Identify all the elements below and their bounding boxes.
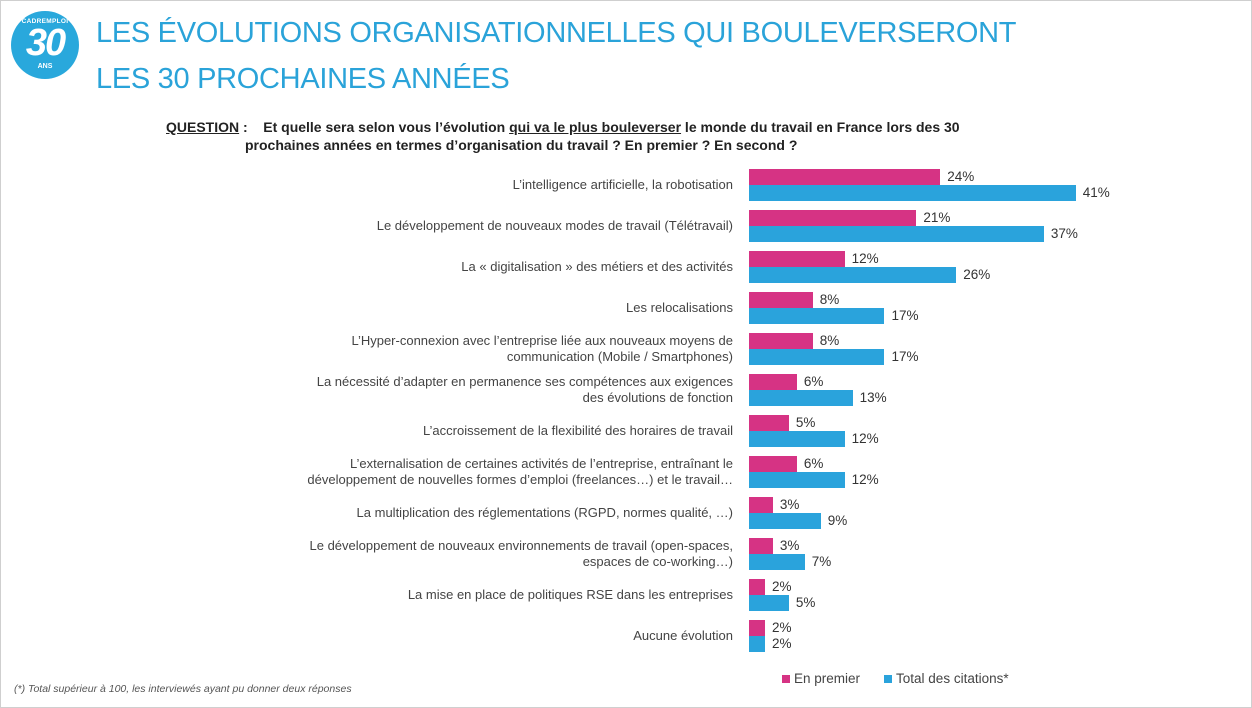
value-label-en-premier: 5% [795,415,816,430]
category-label: La « digitalisation » des métiers et des… [213,259,733,275]
category-label-line: communication (Mobile / Smartphones) [506,349,733,364]
page-title: LES ÉVOLUTIONS ORGANISATIONNELLES QUI BO… [96,10,1016,102]
legend-label-premier: En premier [794,671,861,686]
category-label-line: La « digitalisation » des métiers et des… [461,259,733,274]
category-label: Le développement de nouveaux environneme… [213,538,734,570]
category-label: La nécessité d’adapter en permanence ses… [213,374,733,406]
bar-total-citations [749,185,1076,201]
bar-en-premier [749,620,765,636]
bar-total-citations [749,349,885,365]
category-label-line: espaces de co-working…) [582,554,733,569]
value-label-en-premier: 3% [779,497,800,512]
legend-swatch-total [884,674,893,683]
footnote: (*) Total supérieur à 100, les interview… [14,683,352,695]
question-label: QUESTION [166,119,240,135]
title-line-2: LES 30 PROCHAINES ANNÉES [96,63,510,95]
question-separator: : [239,119,248,135]
title-line-1: LES ÉVOLUTIONS ORGANISATIONNELLES QUI BO… [96,17,1017,49]
value-label-total-citations: 37% [1050,226,1078,241]
value-label-total-citations: 2% [771,636,792,651]
value-label-en-premier: 2% [771,579,792,594]
value-label-total-citations: 26% [963,267,991,282]
value-label-en-premier: 6% [803,456,824,471]
value-label-total-citations: 5% [795,595,816,610]
category-label: La mise en place de politiques RSE dans … [213,587,733,603]
category-label: Le développement de nouveaux modes de tr… [213,218,733,234]
legend-swatch-premier [782,674,790,683]
logo-suffix: ANS [37,63,53,70]
category-label-line: La mise en place de politiques RSE dans … [407,587,733,602]
value-label-total-citations: 41% [1082,185,1110,200]
bar-total-citations [749,390,853,406]
value-label-total-citations: 12% [851,472,879,487]
bar-en-premier [749,169,941,185]
bar-total-citations [749,595,789,611]
legend-item-total: Total des citations* [884,671,1009,686]
value-label-en-premier: 8% [819,333,840,348]
category-label-line: Aucune évolution [633,628,733,643]
value-label-en-premier: 8% [819,292,840,307]
value-label-total-citations: 7% [811,554,832,569]
bar-total-citations [749,636,765,652]
category-label: Les relocalisations [213,300,733,316]
category-label: L’Hyper-connexion avec l’entreprise liée… [213,333,733,365]
legend-item-premier: En premier [782,671,860,686]
category-label-line: L’accroissement de la flexibilité des ho… [423,423,733,438]
value-label-en-premier: 3% [779,538,800,553]
category-label-line: L’Hyper-connexion avec l’entreprise liée… [351,333,733,348]
bar-en-premier [749,333,813,349]
value-label-total-citations: 9% [827,513,848,528]
category-label: Aucune évolution [213,628,733,644]
value-label-total-citations: 17% [891,349,919,364]
bar-en-premier [749,251,845,267]
category-label-line: Les relocalisations [626,300,733,315]
bar-total-citations [749,267,957,283]
value-label-en-premier: 21% [923,210,951,225]
category-label-line: La multiplication des réglementations (R… [356,505,733,520]
category-label-line: La nécessité d’adapter en permanence ses… [316,374,733,389]
bar-en-premier [749,210,917,226]
category-label: L’intelligence artificielle, la robotisa… [213,177,733,193]
chart-legend: En premier Total des citations* [782,671,1009,686]
logo-brand: CADREMPLOI [21,18,69,25]
question-underlined: qui va le plus bouleverser [509,119,682,135]
bar-total-citations [749,472,845,488]
bar-en-premier [749,292,813,308]
category-label-line: L’externalisation de certaines activités… [350,456,733,471]
bar-total-citations [749,554,805,570]
value-label-total-citations: 12% [851,431,879,446]
bar-en-premier [749,415,789,431]
value-label-en-premier: 12% [851,251,879,266]
bar-en-premier [749,579,765,595]
question-line-1: QUESTION : Et quelle sera selon vous l’é… [166,118,1026,136]
value-label-en-premier: 6% [803,374,824,389]
value-label-en-premier: 2% [771,620,792,635]
bar-total-citations [749,431,845,447]
cadremploi-30-ans-logo: CADREMPLOI 30 ANS [11,11,79,79]
value-label-total-citations: 13% [859,390,887,405]
value-label-en-premier: 24% [947,169,975,184]
logo-number: 30 [25,22,66,64]
bar-en-premier [749,538,773,554]
bar-total-citations [749,513,821,529]
category-label: La multiplication des réglementations (R… [213,505,733,521]
category-label-line: L’intelligence artificielle, la robotisa… [512,177,733,192]
bar-total-citations [749,226,1044,242]
bar-total-citations [749,308,885,324]
bar-en-premier [749,497,773,513]
legend-label-total: Total des citations* [896,671,1009,686]
category-label-line: des évolutions de fonction [582,390,733,405]
bar-en-premier [749,456,797,472]
bar-en-premier [749,374,797,390]
category-label: L’accroissement de la flexibilité des ho… [213,423,733,439]
category-label-line: développement de nouvelles formes d’empl… [307,472,733,487]
question-text: QUESTION : Et quelle sera selon vous l’é… [166,118,1026,154]
category-label-line: Le développement de nouveaux modes de tr… [376,218,733,233]
question-line-2: prochaines années en termes d’organisati… [245,137,798,153]
category-label-line: Le développement de nouveaux environneme… [309,538,734,553]
category-label: L’externalisation de certaines activités… [213,456,733,488]
question-part-2: le monde du travail en France lors des 3… [681,119,960,135]
value-label-total-citations: 17% [891,308,919,323]
question-part-1: Et quelle sera selon vous l’évolution [263,119,510,135]
